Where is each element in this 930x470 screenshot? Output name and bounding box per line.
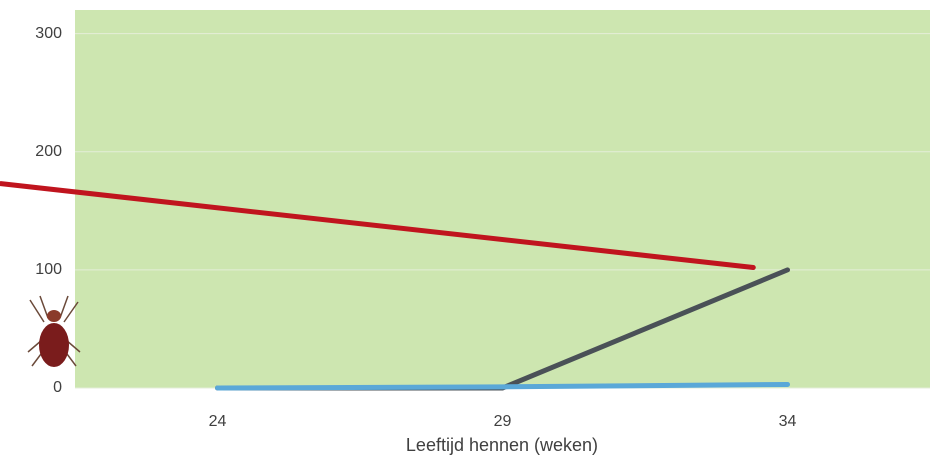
- y-tick-label: 300: [35, 25, 62, 42]
- x-tick-label: 34: [779, 413, 797, 430]
- chart: Leeftijd hennen (weken) 0 100 200 300 24 29 34: [0, 0, 930, 470]
- x-axis-title: Leeftijd hennen (weken): [406, 435, 598, 455]
- y-tick-label: 100: [35, 261, 62, 278]
- y-tick-label: 200: [35, 143, 62, 160]
- y-tick-label: 0: [53, 379, 62, 396]
- x-tick-label: 24: [209, 413, 227, 430]
- plot-area: [75, 10, 930, 388]
- x-tick-label: 29: [494, 413, 512, 430]
- mite-icon: [28, 296, 80, 367]
